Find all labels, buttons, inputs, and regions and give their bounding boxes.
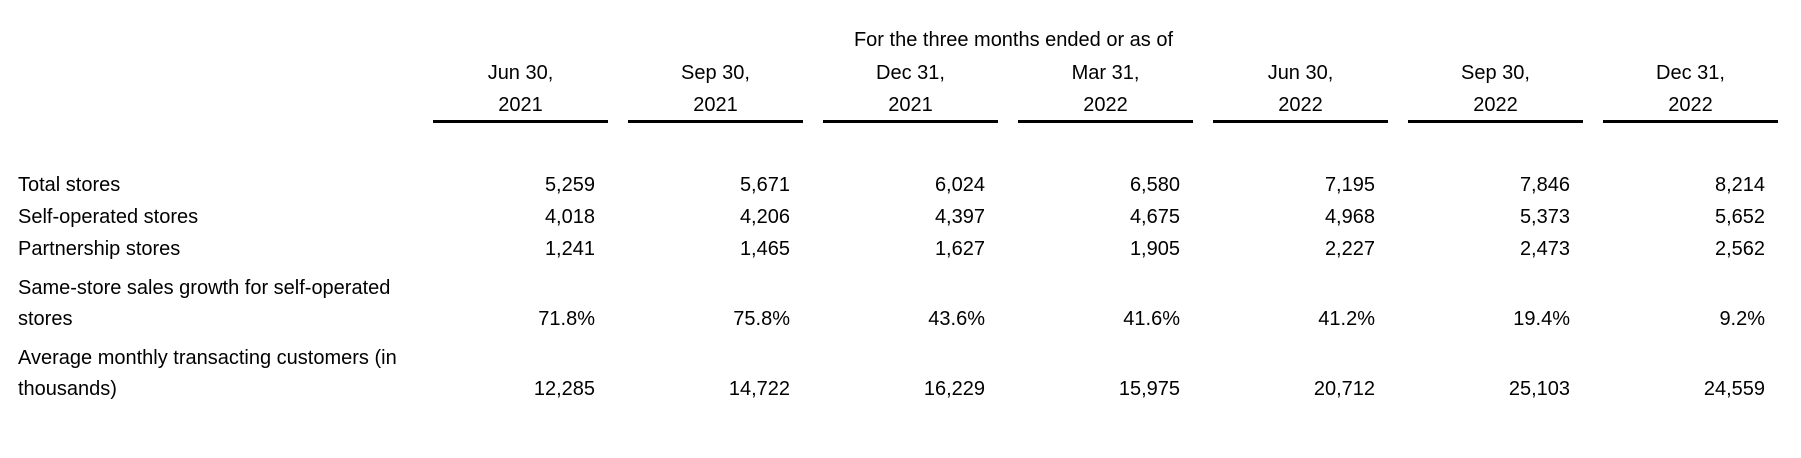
column-header-month: Jun 30, xyxy=(1267,62,1334,84)
cell-value: 20,712 xyxy=(1313,378,1375,400)
row-label-line: thousands) xyxy=(18,378,117,400)
cell-value: 4,018 xyxy=(544,206,595,228)
column-header-month: Dec 31, xyxy=(876,62,945,84)
column-header-year: 2022 xyxy=(1278,94,1323,116)
column-headers-row: Jun 30, 2021 Sep 30, 2021 Dec 31, 2021 Mar 31,… xyxy=(0,52,1779,123)
row-label: Partnership stores xyxy=(0,233,413,265)
cell-value: 14,722 xyxy=(728,378,790,400)
column-header-underline xyxy=(823,120,998,123)
period-header-title: For the three months ended or as of xyxy=(853,29,1174,51)
cell-value: 2,562 xyxy=(1714,238,1766,260)
column-header: Dec 31, 2022 xyxy=(1583,52,1779,123)
column-header: Jun 30, 2022 xyxy=(1193,52,1388,123)
row-label-line: Same-store sales growth for self-operate… xyxy=(18,277,391,299)
row-label-line: Average monthly transacting customers (i… xyxy=(18,347,397,369)
column-header-month: Jun 30, xyxy=(487,62,554,84)
cell-value: 9.2% xyxy=(1719,308,1766,330)
column-header-month: Mar 31, xyxy=(1071,62,1140,84)
cell-value: 43.6% xyxy=(928,308,985,330)
spacer-row xyxy=(0,123,1778,169)
table-row: Same-store sales growth for self-operate… xyxy=(0,265,1778,335)
cell-value: 19.4% xyxy=(1513,308,1570,330)
row-label-line: stores xyxy=(18,308,73,330)
column-header-month: Dec 31, xyxy=(1656,62,1725,84)
column-header-year: 2022 xyxy=(1668,94,1713,116)
cell-value: 5,671 xyxy=(739,174,790,196)
row-label: Average monthly transacting customers (i… xyxy=(0,335,413,405)
cell-value: 75.8% xyxy=(733,308,790,330)
column-header: Sep 30, 2022 xyxy=(1388,52,1583,123)
cell-value: 24,559 xyxy=(1703,378,1766,400)
cell-value: 4,675 xyxy=(1129,206,1180,228)
cell-value: 6,580 xyxy=(1129,174,1180,196)
cell-value: 1,465 xyxy=(739,238,790,260)
table-row: Partnership stores 1,241 1,465 1,627 1,905 2,… xyxy=(0,233,1778,265)
table-row: Average monthly transacting customers (i… xyxy=(0,335,1778,405)
cell-value: 12,285 xyxy=(533,378,595,400)
cell-value: 4,397 xyxy=(934,206,985,228)
cell-value: 7,846 xyxy=(1519,174,1570,196)
period-header-cell: For the three months ended or as of xyxy=(413,0,1778,52)
table-body: Total stores 5,259 5,671 6,024 6,580 7,195 7,8… xyxy=(0,123,1778,405)
cell-value: 2,227 xyxy=(1324,238,1375,260)
column-header: Mar 31, 2022 xyxy=(998,52,1193,123)
cell-value: 41.2% xyxy=(1318,308,1375,330)
cell-value: 15,975 xyxy=(1118,378,1180,400)
cell-value: 5,652 xyxy=(1714,206,1766,228)
cell-value: 4,206 xyxy=(739,206,790,228)
cell-value: 2,473 xyxy=(1519,238,1570,260)
cell-value: 1,905 xyxy=(1129,238,1180,260)
column-header-underline xyxy=(1603,120,1779,123)
cell-value: 5,373 xyxy=(1519,206,1570,228)
row-label: Total stores xyxy=(0,169,413,201)
financial-metrics-table: For the three months ended or as of Jun … xyxy=(0,0,1779,405)
column-header-year: 2022 xyxy=(1473,94,1518,116)
cell-value: 71.8% xyxy=(538,308,595,330)
column-header-underline xyxy=(1408,120,1583,123)
period-header-row: For the three months ended or as of xyxy=(0,0,1778,52)
column-header-year: 2021 xyxy=(693,94,738,116)
table-row: Total stores 5,259 5,671 6,024 6,580 7,195 7,8… xyxy=(0,169,1778,201)
spacer-cell xyxy=(0,123,1778,169)
column-header: Jun 30, 2021 xyxy=(413,52,608,123)
cell-value: 8,214 xyxy=(1714,174,1766,196)
row-label: Same-store sales growth for self-operate… xyxy=(0,265,413,335)
cell-value: 25,103 xyxy=(1508,378,1570,400)
column-header: Dec 31, 2021 xyxy=(803,52,998,123)
cell-value: 4,968 xyxy=(1324,206,1375,228)
column-header-underline xyxy=(433,120,608,123)
column-header-underline xyxy=(1018,120,1193,123)
column-header-month: Sep 30, xyxy=(1461,62,1530,84)
cell-value: 41.6% xyxy=(1123,308,1180,330)
column-header-year: 2021 xyxy=(498,94,543,116)
table-row: Self-operated stores 4,018 4,206 4,397 4,675… xyxy=(0,201,1778,233)
header-spacer-cell xyxy=(0,52,413,123)
row-label-line: Total stores xyxy=(18,174,121,196)
row-label-line: Partnership stores xyxy=(18,238,181,260)
cell-value: 1,241 xyxy=(544,238,595,260)
column-header-underline xyxy=(628,120,803,123)
cell-value: 6,024 xyxy=(934,174,985,196)
row-label: Self-operated stores xyxy=(0,201,413,233)
column-header-month: Sep 30, xyxy=(681,62,750,84)
cell-value: 7,195 xyxy=(1324,174,1375,196)
cell-value: 16,229 xyxy=(923,378,985,400)
cell-value: 1,627 xyxy=(934,238,985,260)
cell-value: 5,259 xyxy=(544,174,595,196)
column-header-underline xyxy=(1213,120,1388,123)
column-header-year: 2021 xyxy=(888,94,933,116)
column-header: Sep 30, 2021 xyxy=(608,52,803,123)
table-header: For the three months ended or as of Jun … xyxy=(0,0,1779,123)
column-header-year: 2022 xyxy=(1083,94,1128,116)
row-label-line: Self-operated stores xyxy=(18,206,199,228)
